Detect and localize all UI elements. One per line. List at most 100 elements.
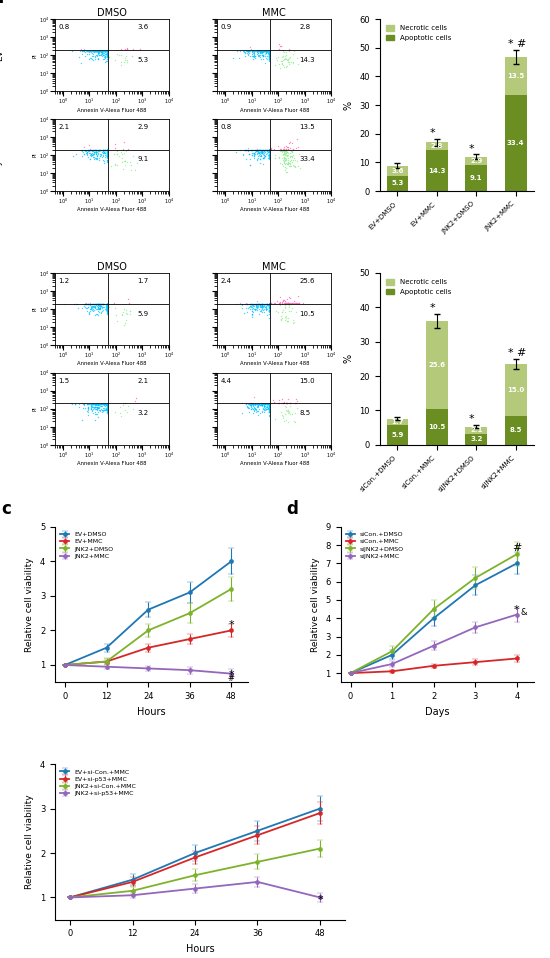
Point [81,43,90,58]
Point [259,45,268,60]
Point [102,297,111,312]
Point [245,157,254,172]
Point [102,305,111,320]
Point [93,297,102,312]
Point [98,47,107,62]
Point [90,43,99,58]
Point [87,399,96,414]
Point [94,47,103,62]
Point [257,43,266,58]
Point [253,49,262,64]
Point [94,299,103,314]
Point [97,148,106,163]
Point [249,397,257,412]
Point [257,297,266,312]
Point [97,146,106,161]
Point [93,399,102,415]
Point [241,143,250,158]
Point [265,145,273,160]
Point [258,299,267,314]
Point [89,43,97,58]
Point [252,397,261,412]
Point [245,158,254,173]
Point [119,397,128,412]
Point [256,48,265,63]
Point [94,299,103,314]
Point [265,397,273,412]
Point [262,302,271,317]
Point [246,397,255,412]
Point [262,51,271,66]
Point [102,397,111,412]
Point [258,299,267,314]
Point [86,43,95,58]
Point [84,297,92,312]
Point [102,43,111,58]
Point [279,141,288,156]
Point [81,297,90,312]
Point [265,51,273,66]
Point [101,146,109,161]
Point [93,397,102,412]
Point [102,303,111,318]
Point [89,399,98,415]
Point [91,43,100,58]
Point [102,297,111,312]
Point [258,297,267,312]
Point [95,301,104,316]
Point [263,150,272,166]
Point [283,140,292,155]
Point [95,43,103,58]
Point [252,145,261,160]
Point [280,145,289,160]
Point [90,43,98,58]
Point [265,143,273,158]
Point [96,397,105,412]
Point [265,302,273,317]
Point [259,150,268,166]
Point [265,397,273,412]
Point [98,48,107,63]
Point [254,298,262,313]
Point [81,297,90,312]
Point [274,395,283,410]
Point [87,297,96,312]
Point [281,399,290,414]
Point [256,405,265,421]
Point [255,43,263,58]
Point [247,399,256,414]
Point [247,397,256,412]
Point [254,397,262,412]
Point [102,49,111,64]
Point [102,402,111,418]
Point [283,402,292,418]
Point [279,408,288,423]
Point [284,395,293,410]
Point [94,146,102,161]
Point [265,297,273,312]
Point [124,291,133,307]
Point [245,143,254,158]
Point [287,144,296,159]
Point [97,149,106,165]
Point [80,146,89,161]
Point [125,307,134,322]
Point [257,397,266,412]
Point [257,297,266,312]
Point [258,150,267,166]
Point [248,307,256,322]
Point [90,44,99,59]
Point [86,143,95,158]
Point [265,297,273,312]
Point [100,397,109,412]
Point [255,43,263,58]
Point [118,147,127,162]
Point [258,149,267,165]
Point [263,43,272,58]
Point [262,397,271,412]
Text: *: * [317,895,323,904]
Point [238,395,246,410]
Point [102,401,111,417]
Point [258,399,267,414]
Point [87,45,96,60]
